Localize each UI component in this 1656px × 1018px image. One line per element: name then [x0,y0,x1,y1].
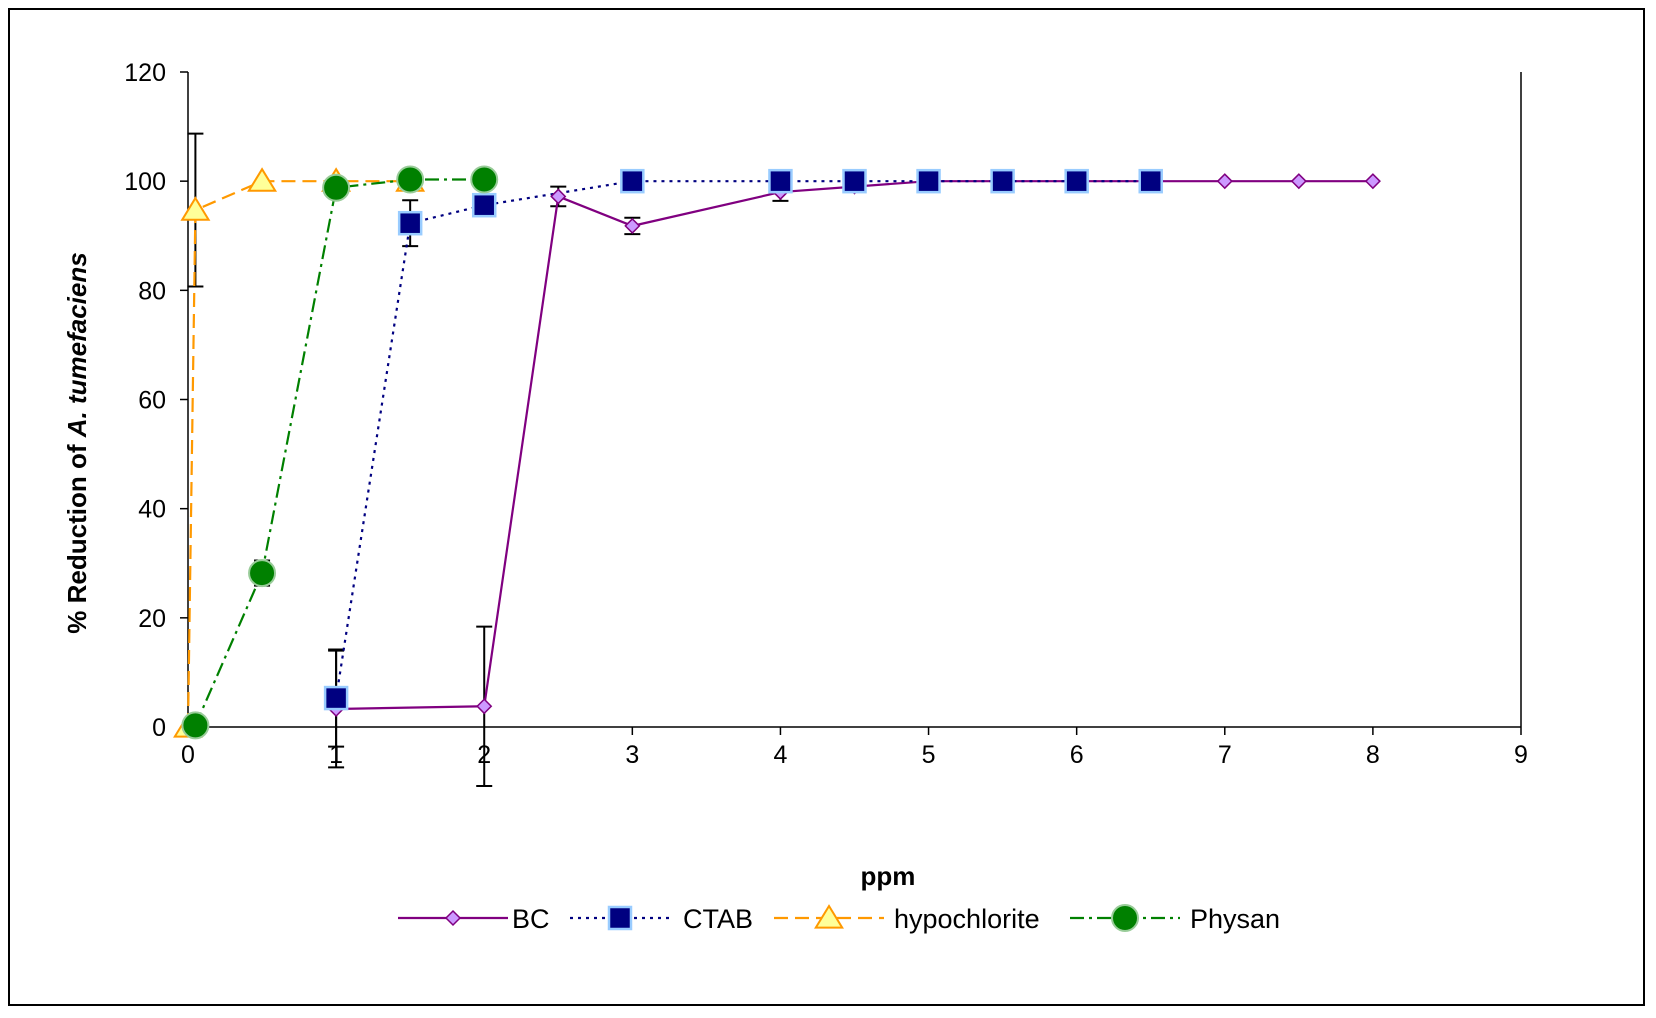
x-tick-label: 5 [922,741,936,769]
y-tick-label: 120 [124,59,166,87]
y-tick-label: 100 [124,168,166,196]
y-tick-label: 60 [138,387,166,415]
data-point-physan [470,165,499,194]
series-line-hypochlorite [186,180,411,728]
y-tick-label: 20 [138,605,166,633]
data-point-bc [624,217,641,234]
data-point-physan [396,165,425,194]
series-lines [186,178,1373,728]
y-axis-label: % Reduction of A. tumefaciens [62,252,92,633]
x-tick-label: 7 [1218,741,1232,769]
legend-marker-bc [444,909,462,927]
data-point-bc [1216,173,1233,190]
x-tick-label: 8 [1366,741,1380,769]
legend-label-physan: Physan [1190,904,1280,934]
data-point-hypochlorite [180,196,211,221]
legend-label-hypochlorite: hypochlorite [894,904,1040,934]
data-point-ctab [323,685,349,711]
data-point-ctab [620,168,645,194]
y-axis-label-organism: A. tumefaciens [62,252,92,438]
axes: 0204060801001200123456789 [124,59,1528,769]
x-tick-label: 4 [773,741,787,769]
data-point-bc [550,188,567,205]
legend: BC CTAB hypochlorite Physan [398,904,1280,934]
error-bars [187,132,789,787]
legend-label-bc: BC [512,904,550,934]
data-point-physan [322,173,351,202]
series-line-physan [194,178,485,726]
y-tick-label: 80 [138,277,166,305]
y-axis-label-prefix: % Reduction of [62,437,92,633]
legend-marker-hypochlorite [814,904,844,929]
data-point-ctab [990,168,1015,194]
data-point-bc [476,698,493,715]
data-point-ctab [1064,168,1089,194]
data-point-physan [181,711,210,740]
data-point-ctab [471,192,497,218]
data-point-bc [1290,173,1307,190]
x-axis-label: ppm [861,861,916,891]
data-point-hypochlorite [247,167,278,192]
x-tick-label: 3 [625,741,639,769]
x-tick-label: 0 [181,741,195,769]
data-point-bc [1364,173,1381,190]
data-point-physan [248,559,277,588]
legend-marker-physan [1111,904,1139,932]
data-point-ctab [916,168,941,194]
legend-label-ctab: CTAB [683,904,753,934]
y-tick-label: 0 [152,714,166,742]
y-tick-label: 40 [138,496,166,524]
data-point-ctab [842,168,867,194]
x-tick-label: 9 [1514,741,1528,769]
series-line-bc [336,180,1373,711]
series-markers [173,165,1381,740]
series-line-ctab [335,180,1151,699]
legend-marker-ctab [607,905,633,931]
data-point-ctab [768,168,793,194]
x-tick-label: 6 [1070,741,1084,769]
data-point-ctab [1138,168,1163,194]
data-point-ctab [397,210,423,236]
